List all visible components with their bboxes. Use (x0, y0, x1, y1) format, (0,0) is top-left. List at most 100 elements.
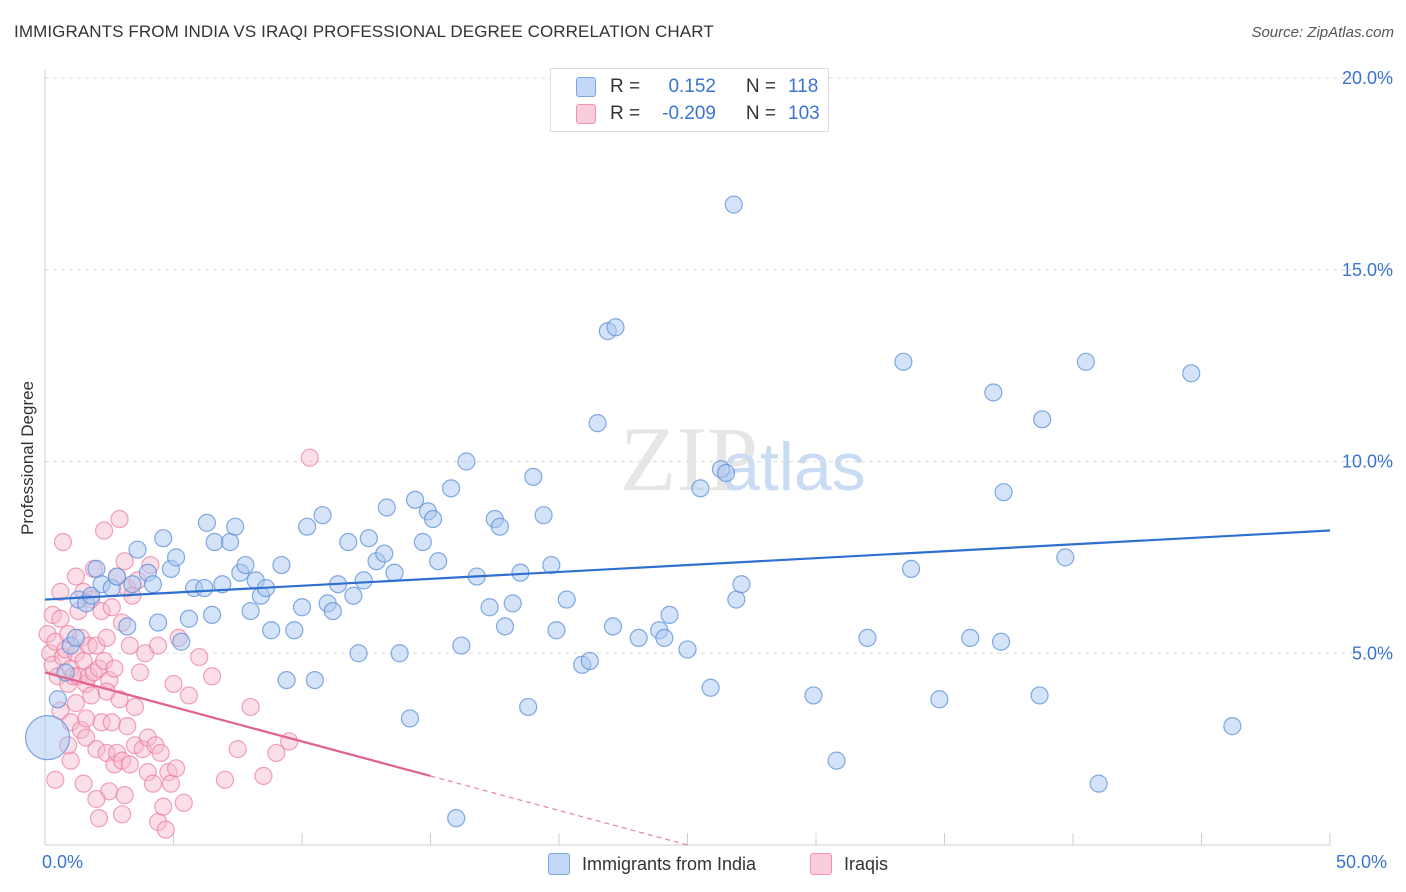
y-tick-label: 5.0% (1352, 643, 1393, 663)
india-point (220, 532, 240, 552)
iraqis-point (110, 509, 129, 529)
iraqis-point (77, 728, 96, 747)
india-point (375, 544, 394, 563)
iraqis-point (151, 743, 170, 763)
legend-n-label: N = (745, 76, 776, 97)
iraqis-point (228, 740, 247, 759)
india-point (629, 628, 648, 648)
india-point (166, 548, 186, 567)
india-point (603, 617, 623, 636)
india-point (213, 575, 232, 594)
india-point (991, 632, 1011, 651)
india-legend-label: Immigrants from India (582, 853, 757, 874)
iraqis-point (102, 713, 121, 732)
india-point (107, 567, 127, 586)
iraqis-point (61, 751, 80, 770)
india-point (655, 628, 674, 648)
india-point (339, 532, 358, 552)
india-point (292, 598, 312, 617)
iraqis-point (38, 624, 57, 644)
y-tick-label: 10.0% (1342, 452, 1393, 472)
legend-item-iraqis: Iraqis (810, 852, 888, 876)
iraqis-swatch (576, 104, 596, 124)
legend-r-value: 0.152 (668, 76, 716, 97)
india-trend-line (44, 529, 1331, 601)
india-point (179, 609, 199, 628)
iraqis-point (77, 709, 96, 728)
india-point (804, 686, 823, 705)
iraqis-point (130, 663, 150, 682)
iraqis-trend-line (44, 671, 431, 778)
india-point (580, 651, 599, 671)
india-swatch (576, 77, 596, 97)
iraqis-point (112, 805, 132, 824)
india-point (205, 532, 224, 552)
iraqis-point (120, 636, 139, 655)
india-point (441, 479, 461, 498)
iraqis-point (161, 774, 181, 793)
y-tick-label: 15.0% (1342, 260, 1393, 280)
india-point (154, 529, 173, 548)
iraqis-point (115, 552, 134, 571)
india-series (24, 195, 1242, 828)
india-point (961, 628, 980, 648)
legend-n-label: N = (745, 103, 776, 124)
iraqis-point (92, 713, 111, 732)
india-point (429, 552, 448, 571)
iraqis-point (118, 717, 137, 736)
india-point (87, 559, 106, 578)
india-point (495, 617, 515, 636)
india-point (894, 352, 913, 371)
india-point (557, 590, 576, 609)
india-point (305, 670, 324, 690)
india-point (128, 540, 147, 559)
india-point (359, 529, 378, 548)
india-point (66, 628, 85, 648)
legend-row-iraqis: R = -0.209 N = 103 (576, 101, 820, 127)
iraqis-point (190, 647, 209, 667)
india-point (727, 590, 746, 609)
iraqis-point (125, 697, 145, 717)
india-point (1076, 352, 1095, 371)
india-point (660, 605, 679, 625)
iraqis-point (51, 609, 70, 628)
india-point (262, 621, 281, 640)
india-point (716, 463, 736, 483)
india-point (542, 555, 561, 575)
iraqis-point (95, 651, 114, 671)
iraqis-point (138, 763, 157, 782)
india-point (277, 670, 296, 690)
india-point (447, 809, 466, 828)
india-point (241, 601, 260, 621)
india-point (423, 509, 443, 529)
iraqis-point (105, 659, 124, 678)
iraqis-point (97, 628, 116, 648)
india-point (344, 586, 363, 605)
legend-r-label: R = (610, 76, 641, 97)
iraqis-point (241, 697, 260, 717)
legend-r-value: -0.209 (662, 103, 716, 124)
india-point (701, 678, 720, 697)
india-point (1033, 410, 1052, 429)
india-point (519, 697, 538, 717)
india-point (202, 605, 222, 625)
india-point (123, 575, 142, 594)
iraqis-point (148, 636, 168, 655)
india-point (1056, 548, 1075, 567)
india-point (930, 690, 949, 709)
india-point (298, 517, 317, 536)
india-point (400, 709, 420, 728)
legend-n-value: 103 (788, 103, 820, 124)
india-point (524, 467, 543, 486)
india-point (24, 715, 71, 761)
india-point (226, 517, 245, 536)
india-point (1182, 364, 1201, 383)
legend-r-label: R = (610, 103, 641, 124)
india-point (1223, 717, 1242, 736)
india-point (236, 555, 255, 575)
iraqis-point (267, 743, 286, 763)
iraqis-point (120, 755, 139, 774)
iraqis-point (89, 809, 109, 828)
iraqis-point (164, 674, 183, 694)
